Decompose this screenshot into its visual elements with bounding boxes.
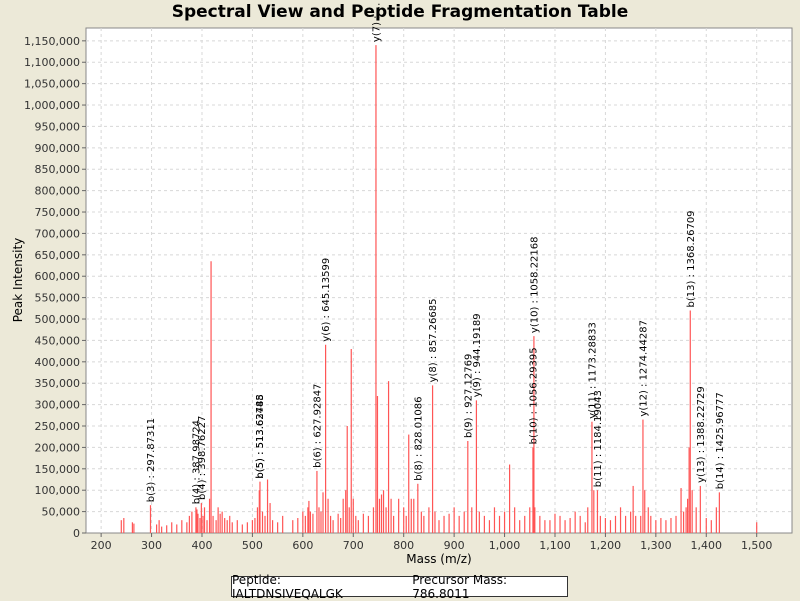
y-tick-label: 1,150,000	[24, 35, 80, 48]
y-tick-label: 500,000	[35, 313, 81, 326]
x-axis: 200 300 400 500 600 700 800 900 1,000 1,100 1,200 1…	[91, 533, 773, 552]
y-tick-label: 700,000	[35, 227, 81, 240]
y-axis-title: Peak Intensity	[11, 238, 25, 323]
y-tick-label: 1,100,000	[24, 56, 80, 69]
x-tick-label: 400	[191, 539, 212, 552]
peak-annotation-label: b(11) : 1184.19043	[593, 390, 604, 487]
y-tick-label: 600,000	[35, 270, 81, 283]
y-tick-label: 1,050,000	[24, 78, 80, 91]
peak-annotation-label: b(5) : 513.63748	[255, 394, 266, 478]
peak-annotation-label: b(9) : 927.12769	[463, 354, 474, 438]
peptide-label: Peptide: IALTDNSIVEQALGK	[232, 572, 343, 601]
y-tick-label: 650,000	[35, 249, 81, 262]
x-tick-label: 800	[393, 539, 414, 552]
y-axis: 0 50,000 100,000 150,000 200,000 250,000 300,0…	[24, 35, 86, 540]
peptide-legend: Peptide: IALTDNSIVEQALGK Precursor Mass:…	[231, 573, 568, 601]
x-tick-label: 200	[91, 539, 112, 552]
x-tick-label: 1,200	[590, 539, 622, 552]
x-tick-label: 1,300	[640, 539, 672, 552]
x-tick-label: 1,500	[741, 539, 773, 552]
peak-annotation-label: b(8) : 828.01086	[413, 396, 424, 480]
peak-annotation-label: y(12) : 1274.44287	[639, 320, 650, 417]
grid-lines	[86, 28, 792, 533]
y-tick-label: 450,000	[35, 334, 81, 347]
x-tick-label: 900	[444, 539, 465, 552]
peak-annotation-label: b(5) : 513.62485	[255, 394, 266, 478]
y-tick-label: 550,000	[35, 292, 81, 305]
peak-annotation-label: b(13) : 1368.26709	[686, 210, 697, 307]
peak-annotation-label: b(10) : 1056.29395	[528, 347, 539, 444]
x-tick-label: 1,100	[539, 539, 571, 552]
x-tick-label: 300	[141, 539, 162, 552]
peak-series	[120, 45, 758, 533]
x-axis-title: Mass (m/z)	[406, 552, 471, 566]
y-tick-label: 350,000	[35, 377, 81, 390]
precursor-mass-label: Precursor Mass: 786.8011	[412, 572, 508, 601]
peak-annotation-label: y(13) : 1388.22729	[696, 386, 707, 483]
peak-annotation-label: b(4) : 398.76227	[197, 416, 208, 500]
y-tick-label: 800,000	[35, 185, 81, 198]
y-tick-label: 400,000	[35, 356, 81, 369]
y-tick-label: 250,000	[35, 420, 81, 433]
peak-annotation-label: y(6) : 645.13599	[321, 258, 332, 342]
peak-annotation-label: y(9) : 944.19189	[472, 313, 483, 397]
y-tick-label: 50,000	[42, 506, 81, 519]
x-tick-label: 500	[242, 539, 263, 552]
x-tick-label: 600	[292, 539, 313, 552]
x-tick-label: 700	[343, 539, 364, 552]
peak-annotation-label: y(11) : 1173.28833	[587, 322, 598, 419]
y-tick-label: 950,000	[35, 120, 81, 133]
y-tick-label: 200,000	[35, 441, 81, 454]
y-tick-label: 1,000,000	[24, 99, 80, 112]
x-tick-label: 1,400	[691, 539, 723, 552]
y-tick-label: 750,000	[35, 206, 81, 219]
y-tick-label: 850,000	[35, 163, 81, 176]
peak-annotation-label: b(6) : 627.92847	[312, 384, 323, 468]
y-tick-label: 300,000	[35, 399, 81, 412]
y-tick-label: 150,000	[35, 463, 81, 476]
peak-annotation-label: b(3) : 297.87311	[146, 418, 157, 502]
peak-annotation-label: y(10) : 1058.22168	[529, 236, 540, 333]
chart-title: Spectral View and Peptide Fragmentation …	[171, 2, 629, 22]
plot-area	[85, 27, 793, 534]
peak-annotation-label: y(7) : ...	[372, 3, 383, 42]
y-tick-label: 100,000	[35, 484, 81, 497]
y-tick-label: 0	[73, 527, 80, 540]
peak-annotation-label: b(14) : 1425.96777	[715, 392, 726, 489]
y-tick-label: 900,000	[35, 142, 81, 155]
peak-annotation-label: b(4) : 387.98724	[191, 420, 202, 504]
x-tick-label: 1,000	[489, 539, 521, 552]
peak-annotation-label: y(8) : 857.26685	[428, 299, 439, 383]
